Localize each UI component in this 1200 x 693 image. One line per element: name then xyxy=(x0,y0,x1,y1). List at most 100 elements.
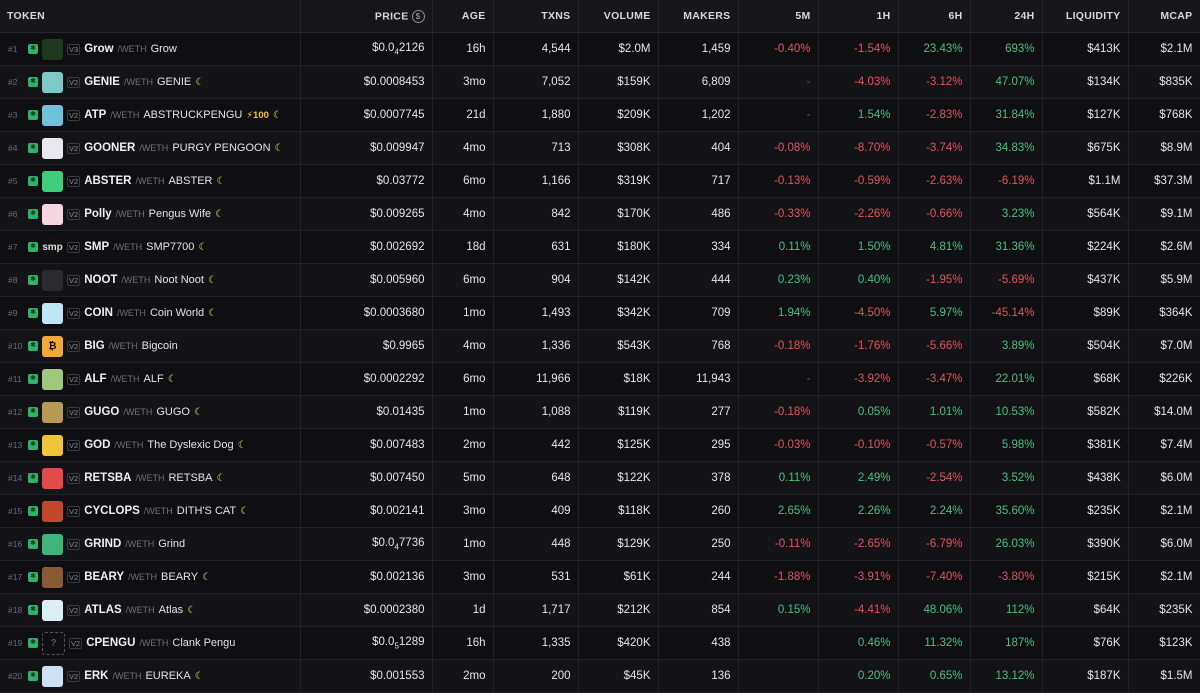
token-cell[interactable]: #12 ✱ V2 GUGO/WETH GUGO ☾ xyxy=(0,395,301,429)
table-row[interactable]: #8 ✱ V2 NOOT/WETH Noot Noot ☾ $0.005960 6mo 904 $… xyxy=(0,263,1200,297)
table-row[interactable]: #18 ✱ V2 ATLAS/WETH Atlas ☾ $0.0002380 1d 1,717 $… xyxy=(0,593,1200,627)
volume-cell: $118K xyxy=(578,494,659,528)
token-cell[interactable]: #3 ✱ V2 ATP/WETH ABSTRUCKPENGU ⚡100 ☾ xyxy=(0,98,301,132)
liquidity-cell: $675K xyxy=(1042,131,1129,165)
age-cell: 16h xyxy=(432,32,494,66)
change-5m-cell: -0.13% xyxy=(738,164,819,198)
moon-icon: ☾ xyxy=(215,208,225,220)
makers-cell: 444 xyxy=(658,263,739,297)
token-cell[interactable]: #7 ✱ smp V2 SMP/WETH SMP7700 ☾ xyxy=(0,230,301,264)
quote-pair: /WETH xyxy=(128,572,158,582)
token-cell[interactable]: #18 ✱ V2 ATLAS/WETH Atlas ☾ xyxy=(0,593,301,627)
col-mcap-header[interactable]: MCAP xyxy=(1128,0,1200,33)
table-row[interactable]: #3 ✱ V2 ATP/WETH ABSTRUCKPENGU ⚡100 ☾ $0.000774… xyxy=(0,98,1200,132)
dex-version-badge: V2 xyxy=(67,142,81,154)
change-1h-cell: -3.92% xyxy=(818,362,899,396)
table-row[interactable]: #17 ✱ V2 BEARY/WETH BEARY ☾ $0.002136 3mo 531 $61… xyxy=(0,560,1200,594)
abstract-chain-icon: ✱ xyxy=(28,275,38,285)
token-cell[interactable]: #16 ✱ V2 GRIND/WETH Grind xyxy=(0,527,301,561)
table-row[interactable]: #16 ✱ V2 GRIND/WETH Grind $0.047736 1mo 448 $129… xyxy=(0,527,1200,561)
table-row[interactable]: #2 ✱ V2 GENIE/WETH GENIE ☾ $0.0008453 3mo 7,052 $… xyxy=(0,65,1200,99)
change-5m-cell: 0.15% xyxy=(738,593,819,627)
col-age-header[interactable]: AGE xyxy=(432,0,494,33)
price-digits: 2126 xyxy=(398,41,425,54)
token-logo-icon xyxy=(42,104,63,126)
table-row[interactable]: #9 ✱ V2 COIN/WETH Coin World ☾ $0.0003680 1mo 1,… xyxy=(0,296,1200,330)
token-name: ABSTRUCKPENGU xyxy=(143,109,243,121)
change-24h-cell: -45.14% xyxy=(970,296,1043,330)
table-row[interactable]: #10 ✱ ₿ V2 BIG/WETH Bigcoin $0.9965 4mo 1,336 $54… xyxy=(0,329,1200,363)
token-cell[interactable]: #5 ✱ V2 ABSTER/WETH ABSTER ☾ xyxy=(0,164,301,198)
col-1h-header[interactable]: 1H xyxy=(818,0,899,33)
token-cell[interactable]: #17 ✱ V2 BEARY/WETH BEARY ☾ xyxy=(0,560,301,594)
token-cell[interactable]: #19 ✱? V2 CPENGU/WETH Clank Pengu xyxy=(0,626,301,660)
col-5m-header[interactable]: 5M xyxy=(738,0,819,33)
token-cell[interactable]: #14 ✱ V2 RETSBA/WETH RETSBA ☾ xyxy=(0,461,301,495)
abstract-chain-icon: ✱ xyxy=(28,143,38,153)
moon-icon: ☾ xyxy=(208,307,218,319)
dex-version-badge: V2 xyxy=(67,307,81,319)
token-symbol: NOOT xyxy=(84,274,118,286)
liquidity-cell: $235K xyxy=(1042,494,1129,528)
token-cell[interactable]: #13 ✱ V2 GOD/WETH The Dyslexic Dog ☾ xyxy=(0,428,301,462)
token-cell[interactable]: #15 ✱ V2 CYCLOPS/WETH DITH'S CAT ☾ xyxy=(0,494,301,528)
col-txns-header[interactable]: TXNS xyxy=(493,0,579,33)
quote-pair: /WETH xyxy=(135,473,165,483)
abstract-chain-icon: ✱ xyxy=(28,341,38,351)
table-row[interactable]: #7 ✱ smp V2 SMP/WETH SMP7700 ☾ $0.002692 18d 631 $… xyxy=(0,230,1200,264)
table-row[interactable]: #14 ✱ V2 RETSBA/WETH RETSBA ☾ $0.007450 5mo 648 $… xyxy=(0,461,1200,495)
col-price-header[interactable]: PRICE $ xyxy=(300,0,433,33)
table-row[interactable]: #1 ✱ V3 Grow/WETH Grow $0.042126 16h 4,544 $2.0M… xyxy=(0,32,1200,66)
age-cell: 6mo xyxy=(432,362,494,396)
price-cell: $0.002141 xyxy=(300,494,433,528)
col-6h-header[interactable]: 6H xyxy=(898,0,971,33)
token-cell[interactable]: #8 ✱ V2 NOOT/WETH Noot Noot ☾ xyxy=(0,263,301,297)
price-cell: $0.0003680 xyxy=(300,296,433,330)
table-row[interactable]: #12 ✱ V2 GUGO/WETH GUGO ☾ $0.01435 1mo 1,088 $119… xyxy=(0,395,1200,429)
table-row[interactable]: #5 ✱ V2 ABSTER/WETH ABSTER ☾ $0.03772 6mo 1,166 $… xyxy=(0,164,1200,198)
table-row[interactable]: #19 ✱? V2 CPENGU/WETH Clank Pengu $0.051289 16… xyxy=(0,626,1200,660)
col-24h-header[interactable]: 24H xyxy=(970,0,1043,33)
moon-icon: ☾ xyxy=(193,406,203,418)
token-symbol: GENIE xyxy=(84,76,120,88)
liquidity-cell: $64K xyxy=(1042,593,1129,627)
currency-toggle-icon[interactable]: $ xyxy=(411,9,425,23)
boost-badge: ⚡100 xyxy=(246,109,269,121)
price-cell: $0.042126 xyxy=(300,32,433,66)
mcap-cell: $2.1M xyxy=(1128,32,1200,66)
token-name: Atlas xyxy=(158,604,184,616)
table-row[interactable]: #6 ✱ V2 Polly/WETH Pengus Wife ☾ $0.009265 4mo 8… xyxy=(0,197,1200,231)
token-cell[interactable]: #2 ✱ V2 GENIE/WETH GENIE ☾ xyxy=(0,65,301,99)
col-volume-header[interactable]: VOLUME xyxy=(578,0,659,33)
col-token-header[interactable]: TOKEN xyxy=(0,0,301,33)
token-cell[interactable]: #4 ✱ V2 GOONER/WETH PURGY PENGOON ☾ xyxy=(0,131,301,165)
col-liquidity-header[interactable]: LIQUIDITY xyxy=(1042,0,1129,33)
abstract-chain-icon: ✱ xyxy=(28,671,38,681)
makers-cell: 1,202 xyxy=(658,98,739,132)
token-cell[interactable]: #1 ✱ V3 Grow/WETH Grow xyxy=(0,32,301,66)
token-symbol: Grow xyxy=(84,43,114,55)
token-cell[interactable]: #20 ✱ V2 ERK/WETH EUREKA ☾ xyxy=(0,659,301,693)
token-cell[interactable]: #10 ✱ ₿ V2 BIG/WETH Bigcoin xyxy=(0,329,301,363)
col-makers-header[interactable]: MAKERS xyxy=(658,0,739,33)
table-row[interactable]: #11 ✱ V2 ALF/WETH ALF ☾ $0.0002292 6mo 11,966 $18… xyxy=(0,362,1200,396)
rank-label: #12 xyxy=(8,407,23,417)
moon-icon: ☾ xyxy=(274,142,284,154)
table-row[interactable]: #20 ✱ V2 ERK/WETH EUREKA ☾ $0.001553 2mo 200 $45K… xyxy=(0,659,1200,693)
makers-cell: 250 xyxy=(658,527,739,561)
price-zero-count: 4 xyxy=(394,542,399,552)
token-cell[interactable]: #11 ✱ V2 ALF/WETH ALF ☾ xyxy=(0,362,301,396)
txns-cell: 7,052 xyxy=(493,65,579,99)
mcap-cell: $8.9M xyxy=(1128,131,1200,165)
moon-icon: ☾ xyxy=(202,571,212,583)
token-cell[interactable]: #6 ✱ V2 Polly/WETH Pengus Wife ☾ xyxy=(0,197,301,231)
abstract-chain-icon: ✱ xyxy=(28,209,38,219)
col-price-label: PRICE xyxy=(374,9,409,22)
token-cell[interactable]: #9 ✱ V2 COIN/WETH Coin World ☾ xyxy=(0,296,301,330)
quote-pair: /WETH xyxy=(139,143,169,153)
token-name: Noot Noot xyxy=(154,274,204,286)
quote-pair: /WETH xyxy=(116,308,146,318)
table-row[interactable]: #4 ✱ V2 GOONER/WETH PURGY PENGOON ☾ $0.009947 4… xyxy=(0,131,1200,165)
table-row[interactable]: #13 ✱ V2 GOD/WETH The Dyslexic Dog ☾ $0.007483… xyxy=(0,428,1200,462)
table-row[interactable]: #15 ✱ V2 CYCLOPS/WETH DITH'S CAT ☾ $0.002141 3m… xyxy=(0,494,1200,528)
